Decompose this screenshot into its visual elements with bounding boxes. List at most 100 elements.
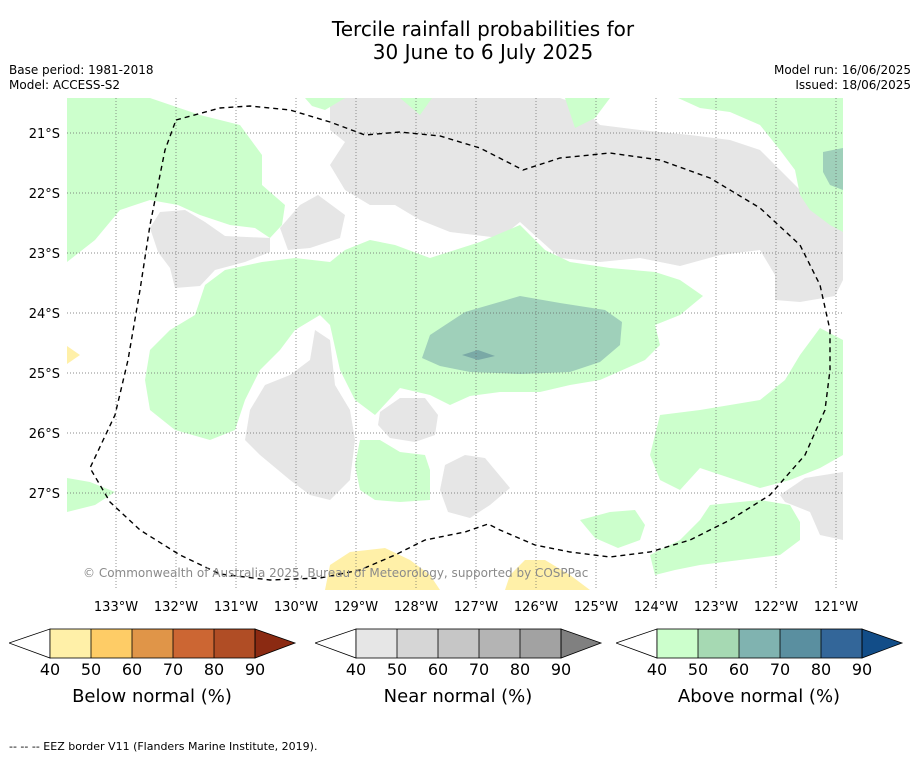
below-normal-region	[325, 548, 440, 590]
near-normal-label: Near normal (%)	[383, 686, 533, 707]
lat-label: 24°S	[29, 307, 60, 322]
colorbar-segment	[520, 629, 561, 658]
above-normal-region	[355, 440, 430, 502]
above-normal-region	[565, 98, 610, 128]
colorbar-right-extension	[254, 628, 297, 659]
below-normal-region	[67, 346, 80, 364]
colorbar-tick: 40	[39, 660, 61, 679]
lat-label: 26°S	[29, 427, 60, 442]
colorbar-tick: 80	[203, 660, 225, 679]
colorbar-segment	[91, 629, 132, 658]
colorbar-tick: 90	[550, 660, 572, 679]
colorbar-tick: 90	[244, 660, 266, 679]
colorbar-tick: 50	[80, 660, 102, 679]
colorbar-tick: 50	[386, 660, 408, 679]
colorbar-left-extension	[315, 628, 357, 659]
colorbar-segment	[657, 629, 698, 658]
colorbar-segment	[479, 629, 520, 658]
colorbar-segment	[50, 629, 91, 658]
above-normal-region	[305, 98, 345, 110]
rainfall-map: 21°S 22°S 23°S 24°S 25°S 26°S 27°S 133°W…	[29, 98, 858, 615]
lon-label: 128°W	[394, 600, 438, 615]
map-title-line1: Tercile rainfall probabilities for	[331, 17, 635, 41]
near-normal-region	[378, 398, 438, 442]
colorbar-tick: 70	[468, 660, 490, 679]
below-normal-label: Below normal (%)	[72, 686, 232, 707]
colorbar-tick: 60	[121, 660, 143, 679]
above-normal-region	[67, 478, 115, 512]
above-normal-region	[678, 98, 843, 232]
copyright-text: © Commonwealth of Australia 2025, Bureau…	[83, 566, 589, 580]
meta-left: Base period: 1981-2018 Model: ACCESS-S2	[9, 63, 154, 93]
lon-label: 132°W	[154, 600, 198, 615]
colorbar-segment	[173, 629, 214, 658]
colorbar-right-extension	[861, 628, 904, 659]
colorbar-segment	[698, 629, 739, 658]
colorbar-tick: 70	[769, 660, 791, 679]
above-normal-region	[650, 500, 800, 575]
lon-label: 123°W	[694, 600, 738, 615]
lat-label: 23°S	[29, 247, 60, 262]
lon-label: 124°W	[634, 600, 678, 615]
issued-text: Issued: 18/06/2025	[795, 78, 911, 92]
near-normal-region	[780, 472, 843, 540]
map-title: Tercile rainfall probabilities for 30 Ju…	[0, 18, 919, 64]
colorbar-segment	[780, 629, 821, 658]
lat-label: 21°S	[29, 127, 60, 142]
colorbar-segment	[739, 629, 780, 658]
colorbar-tick: 40	[345, 660, 367, 679]
above-normal-region	[145, 225, 703, 440]
colorbar-segment	[397, 629, 438, 658]
colorbar-segment	[356, 629, 397, 658]
colorbar-tick: 50	[687, 660, 709, 679]
above-normal-region	[400, 98, 432, 115]
above-normal-region	[580, 510, 645, 548]
footer-note: -- -- -- EEZ border V11 (Flanders Marine…	[9, 740, 318, 753]
base-period-text: Base period: 1981-2018	[9, 63, 154, 77]
near-normal-region	[150, 210, 270, 288]
near-normal-colorbar	[315, 628, 603, 659]
below-normal-colorbar	[9, 628, 297, 659]
colorbar-tick: 60	[427, 660, 449, 679]
colorbar-segment	[214, 629, 255, 658]
lon-label: 131°W	[214, 600, 258, 615]
above-normal-region-50	[823, 148, 843, 190]
colorbar-right-extension	[560, 628, 603, 659]
lon-label: 126°W	[514, 600, 558, 615]
colorbar-tick: 70	[162, 660, 184, 679]
lon-label: 133°W	[94, 600, 138, 615]
below-normal-region	[505, 560, 590, 590]
colorbar-tick: 60	[728, 660, 750, 679]
lat-label: 22°S	[29, 187, 60, 202]
lon-label: 130°W	[274, 600, 318, 615]
eez-border	[89, 105, 831, 581]
above-normal-region	[650, 328, 843, 490]
lat-label: 25°S	[29, 367, 60, 382]
above-normal-label: Above normal (%)	[677, 686, 841, 707]
model-text: Model: ACCESS-S2	[9, 78, 121, 92]
lon-label: 129°W	[334, 600, 378, 615]
above-normal-colorbar	[616, 628, 904, 659]
near-normal-region	[440, 455, 510, 518]
colorbar-tick: 80	[810, 660, 832, 679]
colorbar-tick: 90	[851, 660, 873, 679]
colorbar-segment	[821, 629, 862, 658]
colorbar-tick: 40	[646, 660, 668, 679]
graticule	[67, 98, 843, 590]
lon-label: 122°W	[754, 600, 798, 615]
colorbar-tick: 80	[509, 660, 531, 679]
near-normal-region	[245, 330, 355, 500]
lon-label: 121°W	[814, 600, 858, 615]
near-normal-region	[330, 98, 843, 302]
colorbar-left-extension	[9, 628, 51, 659]
colorbar-segment	[438, 629, 479, 658]
meta-right: Model run: 16/06/2025 Issued: 18/06/2025	[774, 63, 911, 93]
lon-label: 127°W	[454, 600, 498, 615]
map-title-line2: 30 June to 6 July 2025	[372, 40, 594, 64]
lon-label: 125°W	[574, 600, 618, 615]
model-run-text: Model run: 16/06/2025	[773, 63, 911, 77]
above-normal-region-60	[462, 350, 495, 360]
below-normal-segments	[50, 629, 255, 658]
colorbar-segment	[132, 629, 173, 658]
lat-label: 27°S	[29, 487, 60, 502]
